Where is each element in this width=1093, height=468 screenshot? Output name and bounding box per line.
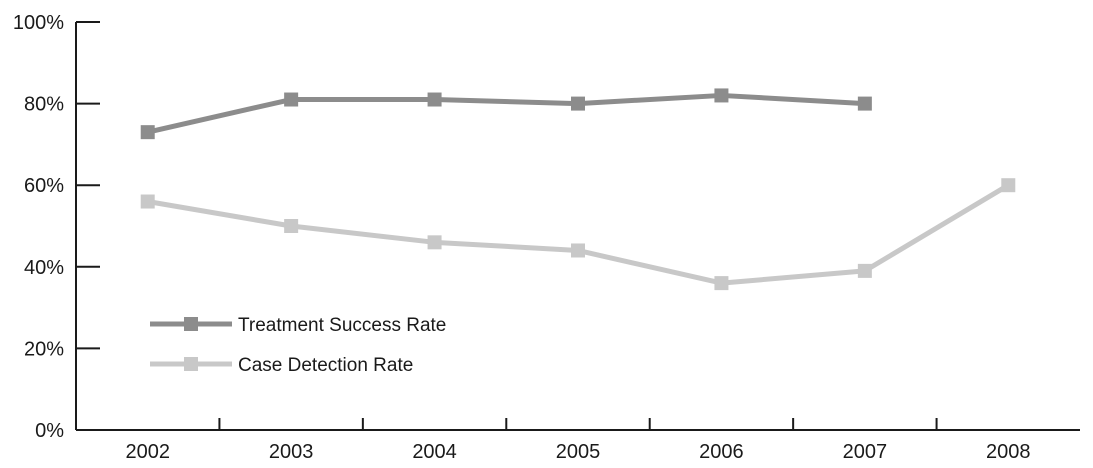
x-axis-ticks: 2002 2003 2004 2005 2006 2007 2008 (125, 418, 1031, 463)
data-point-treatment-success-rate (427, 92, 442, 107)
legend: Treatment Success Rate Case Detection Ra… (150, 315, 446, 376)
legend-item-case-detection: Case Detection Rate (150, 355, 413, 376)
series-line-treatment-success-rate (147, 92, 865, 135)
x-tick-label: 2005 (556, 441, 601, 463)
chart-axes (75, 22, 1080, 431)
y-tick-label: 40% (24, 257, 64, 279)
x-tick-label: 2003 (269, 441, 314, 463)
data-point-case-detection-rate (857, 263, 872, 278)
data-point-case-detection-rate (284, 219, 299, 233)
x-tick-label: 2007 (843, 441, 888, 463)
x-tick-label: 2002 (125, 441, 170, 463)
y-axis-ticks: 0% 20% 40% 60% 80% 100% (13, 12, 100, 442)
data-point-treatment-success-rate (284, 92, 299, 107)
legend-item-treatment: Treatment Success Rate (150, 315, 446, 336)
legend-label-case-detection: Case Detection Rate (238, 355, 413, 376)
data-point-case-detection-rate (1001, 178, 1016, 193)
data-point-case-detection-rate (140, 194, 155, 209)
data-point-case-detection-rate (427, 235, 442, 250)
data-point-case-detection-rate (714, 276, 729, 291)
legend-marker-treatment (184, 317, 198, 331)
y-tick-label: 0% (35, 420, 64, 442)
data-point-treatment-success-rate (857, 96, 872, 111)
legend-marker-case-detection (184, 357, 198, 371)
data-point-treatment-success-rate (140, 125, 155, 140)
legend-label-treatment: Treatment Success Rate (238, 315, 446, 336)
y-tick-label: 60% (24, 175, 64, 197)
data-point-case-detection-rate (571, 243, 585, 258)
x-tick-label: 2006 (699, 441, 744, 463)
y-tick-label: 80% (24, 94, 64, 116)
y-tick-label: 20% (24, 338, 64, 360)
x-tick-label: 2004 (412, 441, 457, 463)
series-line-case-detection-rate (147, 183, 1010, 286)
data-point-treatment-success-rate (571, 96, 585, 111)
y-tick-label: 100% (13, 12, 64, 34)
data-point-treatment-success-rate (714, 88, 729, 103)
x-tick-label: 2008 (986, 441, 1031, 463)
series-layer (140, 88, 1016, 291)
